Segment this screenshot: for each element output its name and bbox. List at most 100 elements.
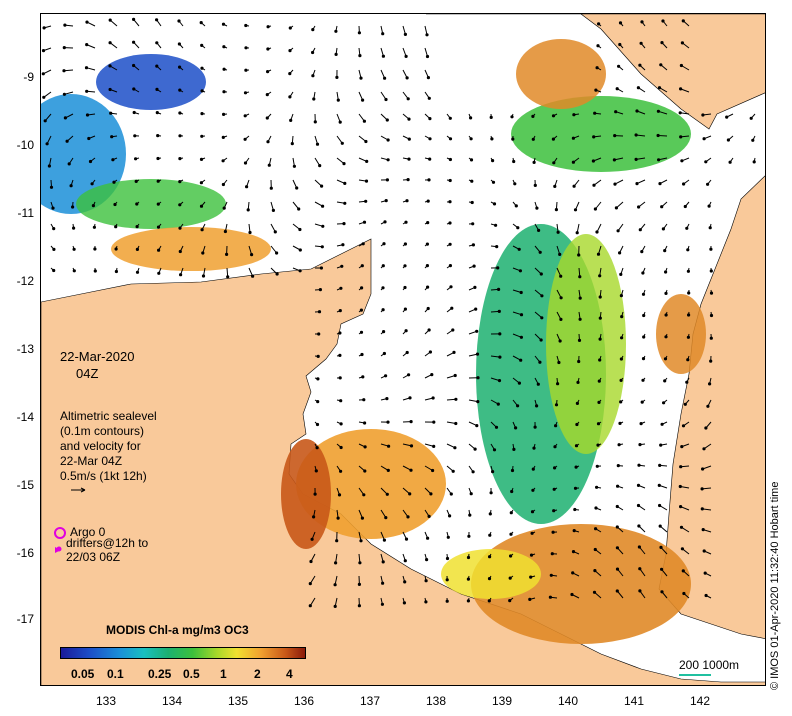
velocity-arrow-head — [403, 307, 407, 311]
credit-text: © IMOS 01-Apr-2020 11:32:40 Hobart time — [769, 481, 781, 690]
velocity-arrow-head — [316, 354, 320, 358]
velocity-arrow-head — [427, 96, 431, 100]
velocity-arrow-head — [424, 600, 428, 604]
velocity-arrow-head — [641, 292, 646, 296]
velocity-arrow-head — [333, 604, 337, 609]
velocity-arrow-head — [660, 205, 664, 209]
velocity-arrow-head — [41, 49, 46, 53]
velocity-arrow-head — [707, 204, 711, 208]
map-time: 04Z — [76, 366, 99, 381]
velocity-arrow-head — [85, 89, 89, 93]
velocity-arrow-head — [660, 41, 664, 45]
velocity-arrow-head — [634, 157, 638, 161]
velocity-arrow-head — [703, 571, 707, 575]
velocity-arrow-head — [642, 335, 646, 339]
velocity-arrow-head — [155, 41, 159, 45]
velocity-arrow-head — [489, 115, 493, 120]
velocity-arrow-head — [221, 22, 226, 26]
velocity-arrow-head — [426, 306, 430, 311]
velocity-arrow-head — [552, 161, 556, 165]
velocity-arrow-head — [593, 547, 597, 552]
velocity-arrow-head — [558, 252, 562, 256]
velocity-arrow-head — [575, 401, 580, 405]
velocity-arrow-head — [318, 164, 322, 168]
velocity-arrow-head — [519, 358, 523, 362]
velocity-arrow-head — [339, 445, 343, 450]
velocity-arrow-head — [336, 516, 340, 520]
velocity-arrow-head — [245, 185, 249, 189]
velocity-arrow-head — [495, 245, 499, 249]
lat-tick: -9 — [23, 70, 34, 84]
velocity-arrow-head — [51, 206, 55, 210]
velocity-arrow-head — [612, 158, 617, 162]
depth-scale-bar — [679, 674, 711, 676]
velocity-arrow-head — [265, 116, 269, 120]
velocity-arrow-head — [135, 225, 139, 229]
lon-tick: 134 — [161, 694, 183, 708]
velocity-arrow-head — [537, 228, 541, 232]
velocity-arrow-head — [199, 21, 203, 25]
velocity-arrow-head — [275, 272, 279, 276]
velocity-arrow-head — [381, 286, 385, 290]
velocity-arrow-head — [381, 54, 385, 58]
velocity-arrow-head — [638, 443, 642, 447]
legend-line: and velocity for — [60, 439, 141, 453]
velocity-arrow-head — [200, 112, 204, 116]
velocity-arrow-head — [87, 136, 91, 141]
velocity-arrow-head — [427, 328, 431, 332]
velocity-arrow-head — [69, 184, 73, 188]
velocity-arrow-head — [470, 179, 474, 183]
velocity-arrow-head — [88, 159, 93, 164]
velocity-arrow-head — [615, 546, 620, 550]
velocity-arrow-head — [155, 18, 159, 22]
velocity-arrow-head — [467, 534, 471, 538]
velocity-arrow-head — [662, 401, 666, 405]
velocity-arrow-head — [288, 95, 292, 99]
velocity-arrow-head — [448, 221, 452, 225]
velocity-arrow-head — [62, 92, 66, 96]
velocity-arrow-head — [155, 64, 159, 68]
velocity-arrow-head — [448, 514, 452, 518]
velocity-arrow-head — [619, 294, 624, 298]
velocity-arrow-head — [498, 332, 502, 336]
velocity-arrow-head — [596, 443, 600, 447]
velocity-arrow-head — [476, 400, 480, 404]
colorbar-label: 2 — [254, 667, 261, 681]
top-right-land — [426, 14, 765, 130]
velocity-arrow-head — [540, 294, 544, 298]
velocity-arrow-head — [200, 134, 204, 138]
lon-tick: 139 — [491, 694, 513, 708]
velocity-arrow-head — [663, 357, 668, 361]
velocity-arrow-head — [686, 358, 690, 362]
velocity-arrow-head — [683, 204, 687, 209]
drifter-label: drifters@12h to — [66, 536, 149, 550]
velocity-arrow-head — [593, 111, 597, 115]
velocity-arrow-head — [489, 491, 493, 495]
velocity-arrow-head — [517, 247, 521, 251]
velocity-arrow-head — [514, 204, 518, 208]
velocity-arrow-head — [511, 137, 515, 141]
lat-tick: -10 — [16, 138, 34, 152]
lat-tick: -13 — [16, 342, 34, 356]
velocity-arrow-head — [488, 555, 492, 559]
velocity-arrow-head — [636, 483, 641, 487]
chl-patch-west-orange — [111, 227, 271, 271]
chl-patch-southwest-red — [281, 439, 331, 549]
velocity-arrow-head — [660, 567, 664, 571]
velocity-arrow-head — [613, 182, 617, 186]
lon-tick: 140 — [557, 694, 579, 708]
chl-patch-northeast-green — [511, 96, 691, 172]
velocity-arrow-head — [340, 141, 344, 145]
velocity-arrow-head — [593, 569, 597, 573]
velocity-arrow-head — [292, 164, 296, 168]
velocity-arrow-head — [598, 274, 602, 278]
velocity-arrow-head — [403, 580, 407, 584]
velocity-arrow-head — [317, 310, 322, 314]
velocity-arrow-head — [243, 114, 247, 118]
velocity-arrow-head — [496, 266, 500, 270]
colorbar-label: 0.05 — [71, 667, 95, 681]
velocity-arrow-head — [553, 466, 557, 470]
chl-patch-central-lightgreen — [546, 234, 626, 454]
velocity-arrow-head — [273, 230, 277, 234]
map-date: 22-Mar-2020 — [60, 349, 135, 364]
